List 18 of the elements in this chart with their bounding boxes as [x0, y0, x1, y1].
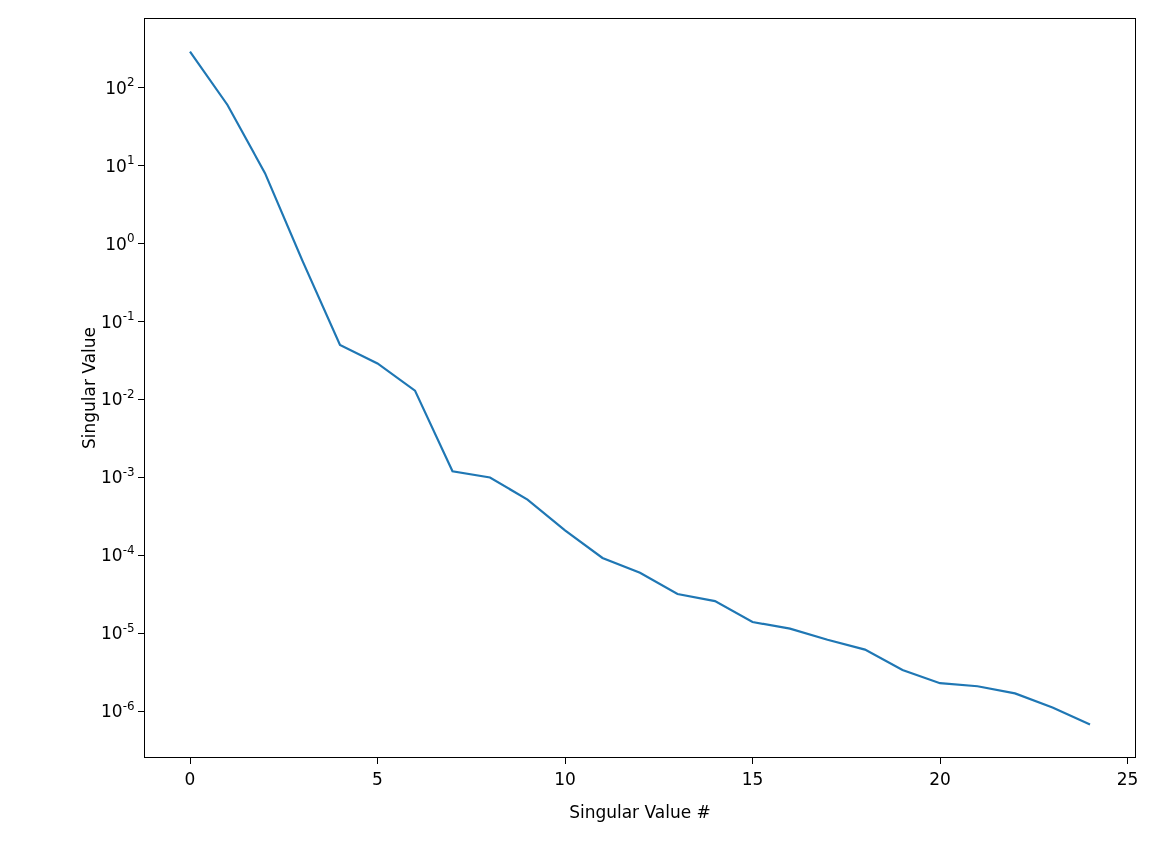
y-tick-label: 10$^{-4}$	[101, 543, 135, 566]
x-tick-label: 0	[184, 768, 196, 789]
y-axis-title: Singular Value	[79, 326, 99, 450]
x-tick-label: 10	[554, 768, 576, 789]
x-axis-title: Singular Value #	[569, 802, 711, 823]
y-tick-label: 10$^{-5}$	[101, 621, 135, 644]
y-tick-label: 10$^{-2}$	[101, 387, 135, 410]
x-tick-label: 5	[372, 768, 383, 789]
x-tick-label: 15	[741, 768, 764, 789]
x-tick-label: 25	[1116, 768, 1139, 789]
y-tick-label: 10$^{0}$	[105, 231, 135, 254]
y-tick-label: 10$^{-6}$	[101, 699, 135, 722]
y-tick-label: 10$^{-3}$	[101, 465, 135, 488]
y-tick-label: 10$^{1}$	[105, 153, 135, 176]
y-tick-label: 10$^{-1}$	[101, 309, 135, 332]
x-tick-label: 20	[929, 768, 951, 789]
y-tick-label: 10$^{2}$	[105, 75, 135, 98]
line-series	[188, 50, 1092, 726]
